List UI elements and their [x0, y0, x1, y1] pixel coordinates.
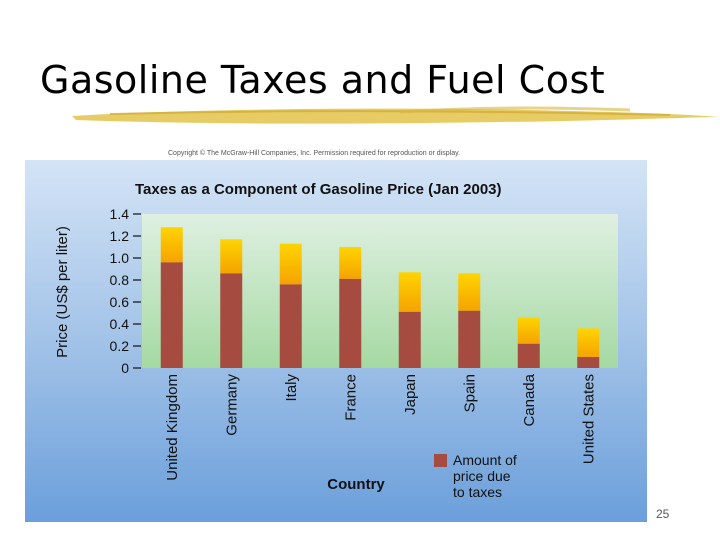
- x-category-label: France: [342, 374, 359, 421]
- x-category-label: Germany: [223, 374, 240, 436]
- y-axis-title: Price (US$ per liter): [54, 226, 71, 358]
- y-tick-label: 0.2: [110, 338, 130, 354]
- bar-non-tax-segment: [577, 328, 600, 357]
- x-axis-title: Country: [327, 476, 385, 493]
- x-category-label: United States: [580, 374, 597, 464]
- bar-tax-segment: [517, 343, 540, 368]
- chart-title: Taxes as a Component of Gasoline Price (…: [135, 181, 502, 198]
- bar-non-tax-segment: [458, 273, 481, 311]
- legend-label-line-3: to taxes: [453, 484, 502, 500]
- y-tick-label: 1.0: [110, 250, 130, 266]
- bar-tax-segment: [279, 284, 302, 368]
- bar-non-tax-segment: [160, 227, 183, 263]
- copyright-notice: Copyright © The McGraw-Hill Companies, I…: [168, 150, 461, 157]
- x-category-label: Japan: [402, 374, 419, 415]
- y-tick-label: 0.6: [110, 294, 130, 310]
- bar-tax-segment: [398, 311, 421, 368]
- y-tick-label: 1.2: [110, 228, 130, 244]
- slide-title: Gasoline Taxes and Fuel Cost: [40, 58, 606, 102]
- x-category-label: Italy: [283, 374, 300, 402]
- title-underline-brushstroke: [72, 106, 718, 124]
- bar-tax-segment: [160, 262, 183, 368]
- plot-area: [142, 214, 618, 368]
- page-number: 25: [656, 507, 670, 521]
- bar-tax-segment: [339, 278, 362, 368]
- chart-figure: Taxes as a Component of Gasoline Price (…: [25, 160, 647, 522]
- legend-label-line-2: price due: [453, 468, 511, 484]
- legend: Amount of price due to taxes: [434, 452, 521, 500]
- bar-tax-segment: [220, 273, 243, 368]
- x-category-label: United Kingdom: [164, 374, 181, 481]
- x-category-label: Spain: [461, 374, 478, 412]
- legend-label-line-1: Amount of: [453, 452, 517, 468]
- bar-non-tax-segment: [220, 239, 243, 274]
- x-category-label: Canada: [521, 373, 538, 426]
- bar-non-tax-segment: [517, 317, 540, 344]
- y-tick-label: 0.8: [110, 272, 130, 288]
- bar-non-tax-segment: [339, 247, 362, 279]
- bar-tax-segment: [577, 357, 600, 368]
- stacked-bar-chart: Taxes as a Component of Gasoline Price (…: [54, 181, 618, 500]
- y-tick-label: 0: [121, 360, 129, 376]
- bar-non-tax-segment: [279, 243, 302, 285]
- y-tick-label: 1.4: [110, 206, 130, 222]
- legend-swatch-tax: [434, 454, 447, 467]
- y-tick-label: 0.4: [110, 316, 130, 332]
- legend-label: Amount of price due to taxes: [453, 452, 521, 500]
- bar-non-tax-segment: [398, 272, 421, 312]
- bar-tax-segment: [458, 310, 481, 368]
